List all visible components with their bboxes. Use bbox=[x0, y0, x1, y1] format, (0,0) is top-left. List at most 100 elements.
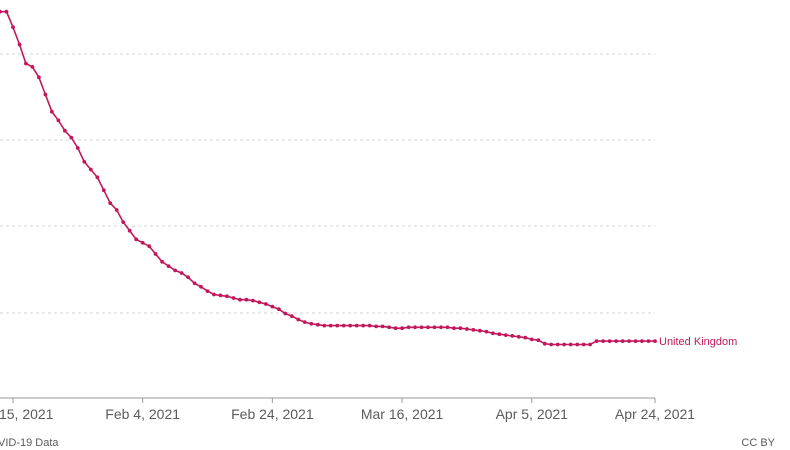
data-point[interactable] bbox=[244, 297, 249, 302]
data-point[interactable] bbox=[101, 188, 106, 193]
data-point[interactable] bbox=[484, 329, 489, 334]
data-point[interactable] bbox=[594, 339, 599, 343]
data-point[interactable] bbox=[270, 304, 275, 309]
data-point[interactable] bbox=[614, 339, 618, 343]
data-point[interactable] bbox=[212, 292, 216, 297]
data-point[interactable] bbox=[633, 339, 638, 343]
data-point[interactable] bbox=[471, 328, 476, 332]
data-point[interactable] bbox=[289, 314, 294, 318]
data-point[interactable] bbox=[4, 9, 9, 14]
data-point[interactable] bbox=[251, 298, 255, 303]
data-point[interactable] bbox=[516, 334, 521, 339]
data-point[interactable] bbox=[445, 325, 450, 330]
data-point[interactable] bbox=[627, 339, 631, 343]
data-point[interactable] bbox=[374, 324, 378, 329]
data-point[interactable] bbox=[322, 323, 327, 328]
data-point[interactable] bbox=[218, 293, 223, 298]
license-note[interactable]: CC BY bbox=[741, 437, 775, 449]
data-point[interactable] bbox=[11, 25, 15, 30]
data-point[interactable] bbox=[205, 289, 210, 293]
data-point[interactable] bbox=[75, 146, 80, 150]
data-point[interactable] bbox=[37, 75, 41, 80]
data-point[interactable] bbox=[348, 323, 353, 328]
data-point[interactable] bbox=[393, 326, 398, 331]
data-point[interactable] bbox=[529, 337, 534, 342]
data-point[interactable] bbox=[192, 281, 197, 286]
data-point[interactable] bbox=[166, 264, 171, 268]
data-point[interactable] bbox=[238, 297, 242, 302]
data-point[interactable] bbox=[88, 167, 93, 172]
data-point[interactable] bbox=[601, 339, 605, 343]
data-point[interactable] bbox=[95, 175, 100, 180]
data-point[interactable] bbox=[419, 325, 424, 330]
data-point[interactable] bbox=[257, 300, 262, 305]
data-point[interactable] bbox=[0, 9, 2, 14]
data-point[interactable] bbox=[406, 325, 411, 330]
data-point[interactable] bbox=[296, 317, 301, 322]
data-point[interactable] bbox=[277, 307, 281, 312]
data-point[interactable] bbox=[30, 65, 35, 69]
data-point[interactable] bbox=[82, 159, 87, 164]
data-point[interactable] bbox=[491, 331, 495, 336]
data-point[interactable] bbox=[413, 325, 417, 330]
data-point[interactable] bbox=[328, 323, 333, 328]
data-point[interactable] bbox=[646, 339, 651, 343]
data-point[interactable] bbox=[620, 339, 625, 343]
data-point[interactable] bbox=[503, 333, 508, 337]
data-point[interactable] bbox=[354, 323, 359, 328]
data-point[interactable] bbox=[452, 326, 456, 331]
data-point[interactable] bbox=[127, 228, 132, 233]
data-point[interactable] bbox=[63, 128, 67, 133]
data-point[interactable] bbox=[653, 339, 657, 343]
data-point[interactable] bbox=[581, 342, 586, 347]
data-point[interactable] bbox=[231, 296, 236, 300]
data-point[interactable] bbox=[555, 342, 560, 347]
data-point[interactable] bbox=[315, 322, 320, 327]
data-point[interactable] bbox=[24, 61, 28, 66]
data-point[interactable] bbox=[465, 327, 469, 331]
data-point[interactable] bbox=[56, 118, 61, 123]
data-point[interactable] bbox=[588, 342, 592, 347]
data-point[interactable] bbox=[199, 284, 203, 289]
data-point[interactable] bbox=[335, 323, 340, 328]
data-point[interactable] bbox=[283, 311, 288, 316]
data-point[interactable] bbox=[523, 335, 528, 340]
data-point[interactable] bbox=[568, 342, 573, 347]
data-point[interactable] bbox=[121, 220, 126, 225]
data-point[interactable] bbox=[43, 92, 48, 97]
data-point[interactable] bbox=[17, 42, 22, 47]
data-point[interactable] bbox=[361, 323, 366, 328]
data-point[interactable] bbox=[225, 294, 229, 299]
data-point[interactable] bbox=[575, 342, 580, 347]
data-point[interactable] bbox=[147, 244, 152, 249]
data-point[interactable] bbox=[50, 109, 54, 114]
data-point[interactable] bbox=[562, 342, 567, 347]
data-point[interactable] bbox=[264, 302, 268, 306]
data-point[interactable] bbox=[458, 326, 463, 331]
data-point[interactable] bbox=[380, 324, 385, 329]
data-point[interactable] bbox=[426, 325, 430, 330]
data-point[interactable] bbox=[478, 328, 482, 333]
data-point[interactable] bbox=[108, 201, 113, 206]
data-point[interactable] bbox=[69, 135, 74, 140]
data-point[interactable] bbox=[114, 208, 119, 212]
data-point[interactable] bbox=[510, 334, 515, 338]
data-point[interactable] bbox=[179, 271, 184, 275]
data-point[interactable] bbox=[160, 259, 165, 264]
data-point[interactable] bbox=[432, 325, 437, 330]
data-point[interactable] bbox=[186, 275, 191, 280]
data-point[interactable] bbox=[173, 268, 178, 273]
data-point[interactable] bbox=[549, 342, 554, 347]
data-point[interactable] bbox=[367, 323, 372, 328]
data-point[interactable] bbox=[341, 323, 346, 328]
data-point[interactable] bbox=[640, 339, 644, 343]
data-point[interactable] bbox=[387, 325, 391, 330]
data-point[interactable] bbox=[607, 339, 612, 343]
data-point[interactable] bbox=[153, 252, 158, 256]
data-point[interactable] bbox=[400, 326, 404, 331]
data-point[interactable] bbox=[497, 332, 502, 337]
data-point[interactable] bbox=[439, 325, 443, 330]
data-point[interactable] bbox=[309, 321, 314, 326]
data-point[interactable] bbox=[542, 341, 547, 346]
data-point[interactable] bbox=[302, 320, 307, 324]
